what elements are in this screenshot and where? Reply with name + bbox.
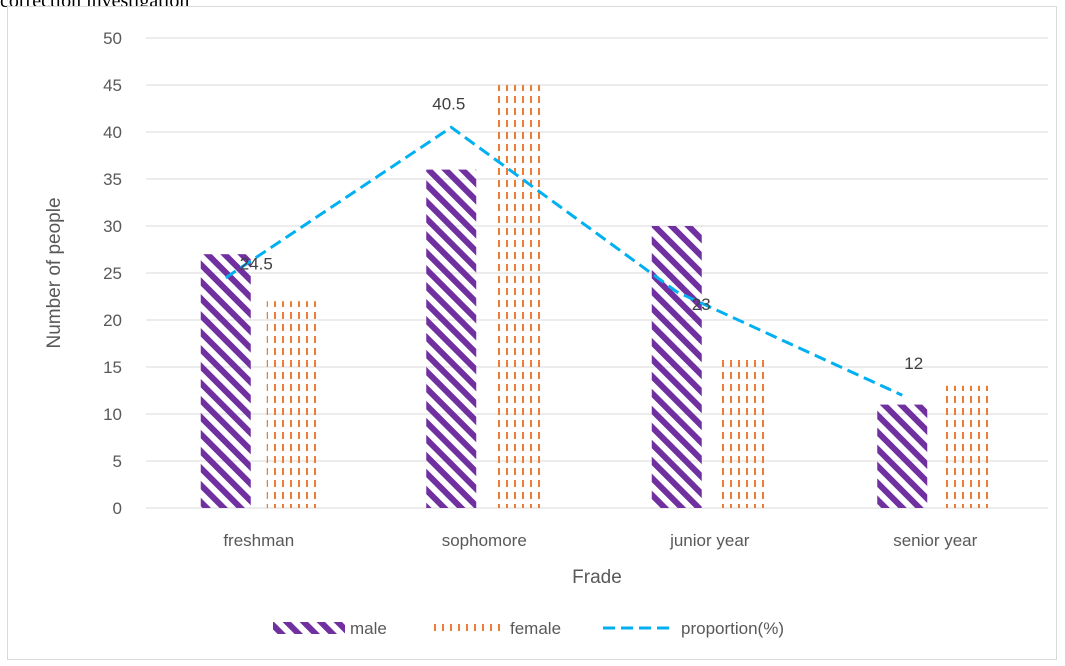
y-tick-label: 0 bbox=[113, 499, 122, 518]
legend-label: male bbox=[350, 619, 387, 638]
x-axis-title: Frade bbox=[572, 567, 622, 588]
y-tick-label: 35 bbox=[103, 170, 122, 189]
bar-male bbox=[426, 169, 477, 508]
legend-label: female bbox=[510, 619, 561, 638]
bar-male bbox=[200, 254, 251, 508]
data-label: 40.5 bbox=[432, 94, 465, 113]
data-label: 23 bbox=[692, 295, 711, 314]
y-tick-label: 25 bbox=[103, 264, 122, 283]
bar-female bbox=[717, 357, 768, 508]
bar-female bbox=[492, 85, 543, 508]
y-tick-label: 45 bbox=[103, 76, 122, 95]
x-tick-label: junior year bbox=[669, 531, 750, 550]
legend-swatch-male bbox=[273, 622, 345, 634]
bar-female bbox=[266, 301, 317, 508]
y-tick-label: 50 bbox=[103, 29, 122, 48]
bar-male bbox=[877, 404, 928, 508]
y-tick-label: 20 bbox=[103, 311, 122, 330]
y-tick-label: 5 bbox=[113, 452, 122, 471]
line-proportion bbox=[224, 125, 903, 397]
y-tick-label: 15 bbox=[103, 358, 122, 377]
data-label: 24.5 bbox=[240, 255, 273, 274]
x-tick-label: freshman bbox=[223, 531, 294, 550]
legend-label: proportion(%) bbox=[681, 619, 784, 638]
bar-female bbox=[943, 385, 994, 508]
x-tick-label: senior year bbox=[893, 531, 977, 550]
y-tick-label: 10 bbox=[103, 405, 122, 424]
bar-male bbox=[651, 226, 702, 508]
data-label: 12 bbox=[904, 354, 923, 373]
y-tick-label: 40 bbox=[103, 123, 122, 142]
y-tick-label: 30 bbox=[103, 217, 122, 236]
x-tick-label: sophomore bbox=[442, 531, 527, 550]
y-axis-title: Number of people bbox=[44, 197, 65, 348]
legend-swatch-female bbox=[433, 622, 505, 634]
